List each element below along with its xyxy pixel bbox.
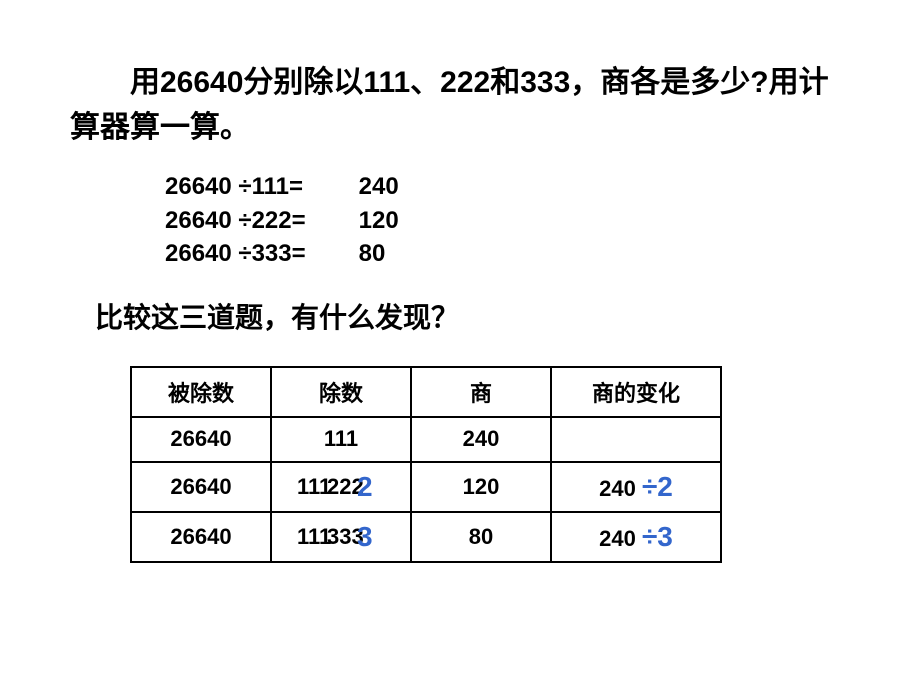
cell-dividend: 26640 bbox=[131, 462, 271, 512]
cell-dividend: 26640 bbox=[131, 417, 271, 462]
equation-row: 26640 ÷222= 120 bbox=[165, 204, 850, 238]
divisor-overlay-blue: 2 bbox=[357, 471, 373, 503]
equation-row: 26640 ÷111= 240 bbox=[165, 170, 850, 204]
equation-result: 240 bbox=[359, 170, 399, 204]
equation-label: 26640 ÷111= bbox=[165, 170, 340, 204]
cell-change bbox=[551, 417, 721, 462]
question-text: 比较这三道题，有什么发现？ bbox=[95, 296, 850, 336]
header-change: 商的变化 bbox=[551, 367, 721, 417]
slide-content: 用26640分别除以111、222和333，商各是多少?用计算器算一算。 266… bbox=[0, 0, 920, 603]
header-quotient: 商 bbox=[411, 367, 551, 417]
equations-block: 26640 ÷111= 240 26640 ÷222= 120 26640 ÷3… bbox=[165, 170, 850, 271]
equation-row: 26640 ÷333= 80 bbox=[165, 237, 850, 271]
equation-result: 120 bbox=[359, 204, 399, 238]
table-header-row: 被除数 除数 商 商的变化 bbox=[131, 367, 721, 417]
comparison-table: 被除数 除数 商 商的变化 26640 111 240 26640 111 22… bbox=[130, 366, 722, 563]
cell-divisor: 111 bbox=[271, 417, 411, 462]
table-row: 26640 111 240 bbox=[131, 417, 721, 462]
cell-change: 240 ÷3 bbox=[551, 512, 721, 562]
divisor-overlay-blue: 3 bbox=[357, 521, 373, 553]
cell-quotient: 240 bbox=[411, 417, 551, 462]
title-text: 用26640分别除以111、222和333，商各是多少?用计算器算一算。 bbox=[70, 60, 850, 150]
change-blue: ÷3 bbox=[642, 521, 673, 552]
cell-divisor-overlay: 111 222 2 bbox=[271, 462, 411, 512]
equation-result: 80 bbox=[359, 237, 386, 271]
equation-label: 26640 ÷222= bbox=[165, 204, 340, 238]
table-row: 26640 111 222 2 120 240 ÷2 bbox=[131, 462, 721, 512]
header-divisor: 除数 bbox=[271, 367, 411, 417]
cell-quotient: 120 bbox=[411, 462, 551, 512]
cell-divisor-overlay: 111 333 3 bbox=[271, 512, 411, 562]
change-base: 240 bbox=[599, 526, 636, 551]
change-base: 240 bbox=[599, 476, 636, 501]
cell-dividend: 26640 bbox=[131, 512, 271, 562]
equation-label: 26640 ÷333= bbox=[165, 237, 340, 271]
cell-change: 240 ÷2 bbox=[551, 462, 721, 512]
change-blue: ÷2 bbox=[642, 471, 673, 502]
cell-quotient: 80 bbox=[411, 512, 551, 562]
header-dividend: 被除数 bbox=[131, 367, 271, 417]
table-row: 26640 111 333 3 80 240 ÷3 bbox=[131, 512, 721, 562]
